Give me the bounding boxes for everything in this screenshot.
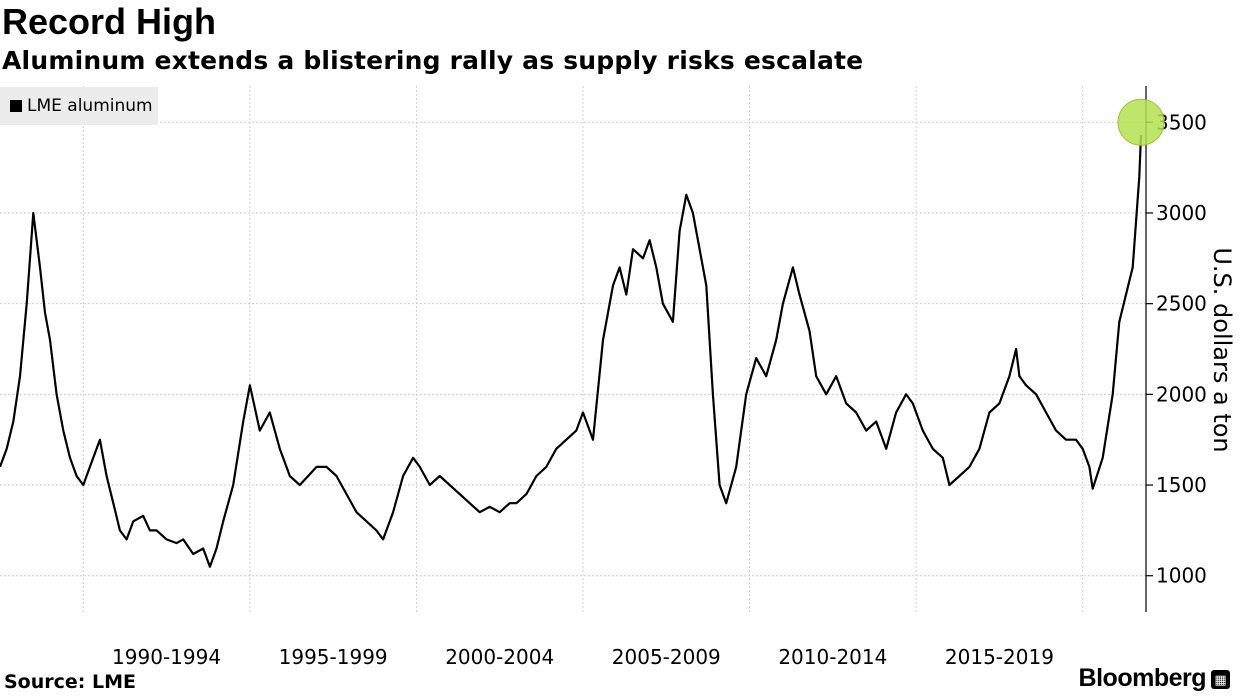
chart-subtitle: Aluminum extends a blistering rally as s… <box>2 46 864 75</box>
source-note: Source: LME <box>4 671 136 693</box>
series-layer <box>0 134 1143 568</box>
y-tick-label: 2000 <box>1156 382 1207 406</box>
y-axis-label: U.S. dollars a ton <box>1208 247 1236 453</box>
brand-logo: Bloomberg <box>1078 664 1207 692</box>
legend-label: LME aluminum <box>27 96 153 116</box>
bloomberg-terminal-icon: ▦ <box>1211 670 1230 689</box>
x-tick-label: 2000-2004 <box>445 645 554 669</box>
x-tick-label: 2005-2009 <box>612 645 721 669</box>
legend-swatch <box>10 100 22 112</box>
y-tick-label: 1500 <box>1156 473 1207 497</box>
series-line-lme-aluminum <box>0 134 1143 568</box>
y-tick-label: 1000 <box>1156 564 1207 588</box>
grid-lines <box>0 86 1146 612</box>
y-tick-label: 2500 <box>1156 292 1207 316</box>
record-high-highlight-circle <box>1117 98 1165 146</box>
x-tick-label: 2010-2014 <box>778 645 887 669</box>
x-tick-label: 1990-1994 <box>112 645 221 669</box>
x-tick-label: 1995-1999 <box>279 645 388 669</box>
x-tick-label: 2015-2019 <box>945 645 1054 669</box>
y-tick-label: 3000 <box>1156 201 1207 225</box>
x-axis: 1990-1994 1995-1999 2000-2004 2005-2009 2010… <box>112 645 1054 669</box>
legend: LME aluminum <box>0 87 158 125</box>
chart-title: Record High <box>2 1 217 42</box>
annotation-layer <box>1117 98 1165 146</box>
